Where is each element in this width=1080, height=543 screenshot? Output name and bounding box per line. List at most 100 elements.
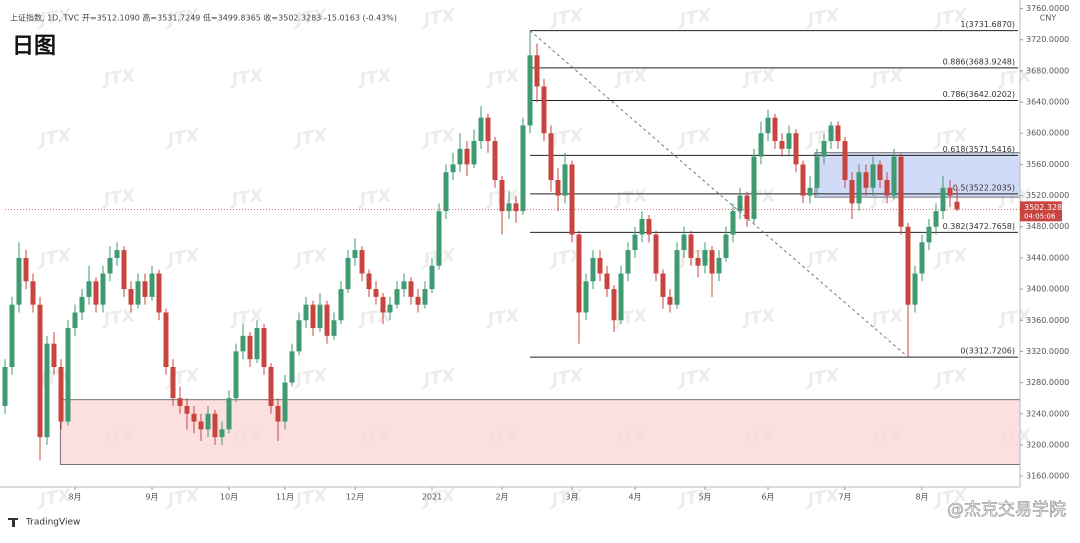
candle-body [422, 289, 428, 305]
candle-body [891, 156, 897, 196]
candle-body [534, 55, 540, 87]
fib-label: 0.886(3683.9248) [943, 57, 1015, 66]
watermark: JTX [804, 246, 841, 271]
candle-body [9, 304, 15, 368]
candle-body [520, 125, 526, 212]
candle-body [282, 382, 288, 422]
candle-body [940, 187, 946, 212]
candle-body [254, 328, 260, 360]
watermark: JTX [548, 6, 585, 31]
fib-label: 1(3731.6870) [960, 20, 1015, 29]
watermark: JTX [484, 306, 521, 331]
watermark: JTX [100, 66, 137, 91]
candle-body [674, 250, 680, 305]
candle-body [681, 234, 687, 251]
watermark: JTX [292, 246, 329, 271]
candle-body [954, 201, 960, 210]
watermark: JTX [804, 366, 841, 391]
candle-body [702, 250, 708, 266]
candle-body [366, 273, 372, 290]
candle-body [653, 234, 659, 274]
candle-body [30, 281, 36, 305]
candle-body [639, 218, 645, 235]
candle-body [814, 156, 820, 188]
trend-line [529, 30, 909, 358]
chart-title: 日图 [12, 34, 56, 59]
candle-body [436, 211, 442, 266]
candle-body [835, 125, 841, 142]
watermark: JTX [292, 486, 329, 511]
x-tick-label: 4月 [628, 493, 641, 502]
watermark: JTX [804, 486, 841, 511]
candle-body [401, 281, 407, 290]
candle-body [541, 86, 547, 134]
candle-body [569, 164, 575, 235]
candle-body [863, 172, 869, 188]
fib-label: 0.618(3571.5416) [943, 145, 1015, 154]
watermark: JTX [548, 366, 585, 391]
current-price-box [1020, 201, 1062, 222]
x-tick-label: 10月 [220, 493, 238, 502]
candle-body [555, 179, 561, 196]
watermark: JTX [804, 6, 841, 31]
y-tick-label: 3400.0000 [1026, 285, 1069, 294]
candle-body [513, 203, 519, 212]
watermark: JTX [36, 246, 73, 271]
watermark: JTX [868, 66, 905, 91]
candle-body [16, 257, 22, 305]
y-tick-label: 3440.0000 [1026, 253, 1069, 262]
candle-body [65, 328, 71, 422]
candle-body [37, 304, 43, 438]
candle-body [345, 257, 351, 290]
zone-box [59, 399, 1021, 465]
candle-body [926, 226, 932, 243]
watermark: JTX [612, 66, 649, 91]
candle-body [499, 179, 505, 212]
candle-body [310, 304, 316, 329]
y-tick-label: 3200.0000 [1026, 440, 1069, 449]
candle-body [765, 117, 771, 134]
candle-body [632, 234, 638, 251]
watermark: JTX [932, 246, 969, 271]
candle-body [877, 164, 883, 180]
candle-body [352, 250, 358, 258]
watermark: JTX [228, 306, 265, 331]
watermark: JTX [164, 366, 201, 391]
watermark: JTX [36, 486, 73, 511]
candle-body [611, 289, 617, 321]
watermark: JTX [356, 66, 393, 91]
watermark: JTX [676, 126, 713, 151]
x-tick-label: 8月 [915, 493, 928, 502]
candle-body [793, 133, 799, 165]
candle-body [667, 296, 673, 305]
candle-body [800, 164, 806, 196]
candle-body [177, 398, 183, 406]
candle-body [79, 296, 85, 313]
watermark: JTX [164, 246, 201, 271]
candle-body [646, 218, 652, 235]
y-tick-label: 3520.0000 [1026, 191, 1069, 200]
watermark: JTX [932, 486, 969, 511]
candle-body [135, 281, 141, 305]
x-tick-label: 9月 [145, 493, 158, 502]
candle-body [261, 328, 267, 368]
watermark: JTX [548, 486, 585, 511]
candle-body [170, 367, 176, 399]
candle-body [387, 304, 393, 313]
watermark: JTX [36, 126, 73, 151]
countdown-label: 04:05:06 [1024, 212, 1056, 220]
candle-body [870, 164, 876, 188]
watermark: JTX [932, 6, 969, 31]
candle-body [184, 405, 190, 414]
candle-body [478, 117, 484, 142]
candle-body [583, 281, 589, 313]
candle-body [44, 343, 50, 438]
current-price-label: 3502.3283 [1024, 203, 1067, 212]
candle-body [919, 242, 925, 274]
candle-body [947, 187, 953, 196]
y-tick-label: 3760.0000 [1026, 4, 1069, 13]
watermark: JTX [164, 126, 201, 151]
candle-body [450, 164, 456, 173]
candle-body [296, 320, 302, 352]
